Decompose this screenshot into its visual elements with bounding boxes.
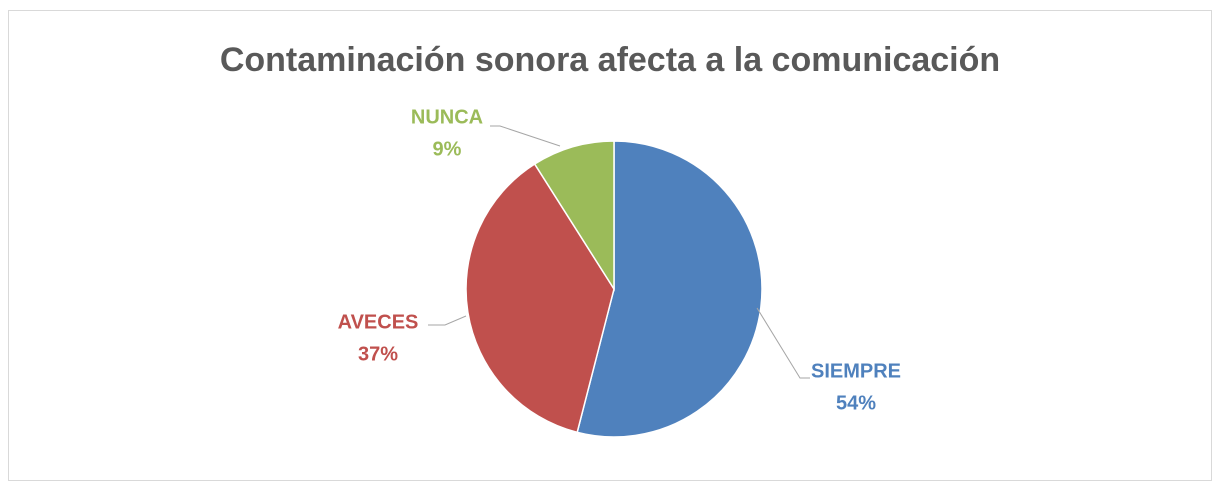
leader-line	[756, 307, 810, 379]
pie-slice	[576, 140, 763, 438]
slice-value-label: 54%	[836, 392, 876, 414]
leader-line	[428, 315, 467, 326]
chart-title: Contaminación sonora afecta a la comunic…	[220, 41, 1000, 79]
slice-label: SIEMPRE	[811, 360, 901, 382]
leader-line	[490, 125, 561, 147]
pie-slice	[533, 140, 615, 292]
pie	[465, 140, 763, 438]
slice-value-label: 9%	[433, 138, 462, 160]
slice-label: NUNCA	[411, 106, 483, 128]
slice-label: AVECES	[338, 311, 419, 333]
slice-value-label: 37%	[358, 343, 398, 365]
